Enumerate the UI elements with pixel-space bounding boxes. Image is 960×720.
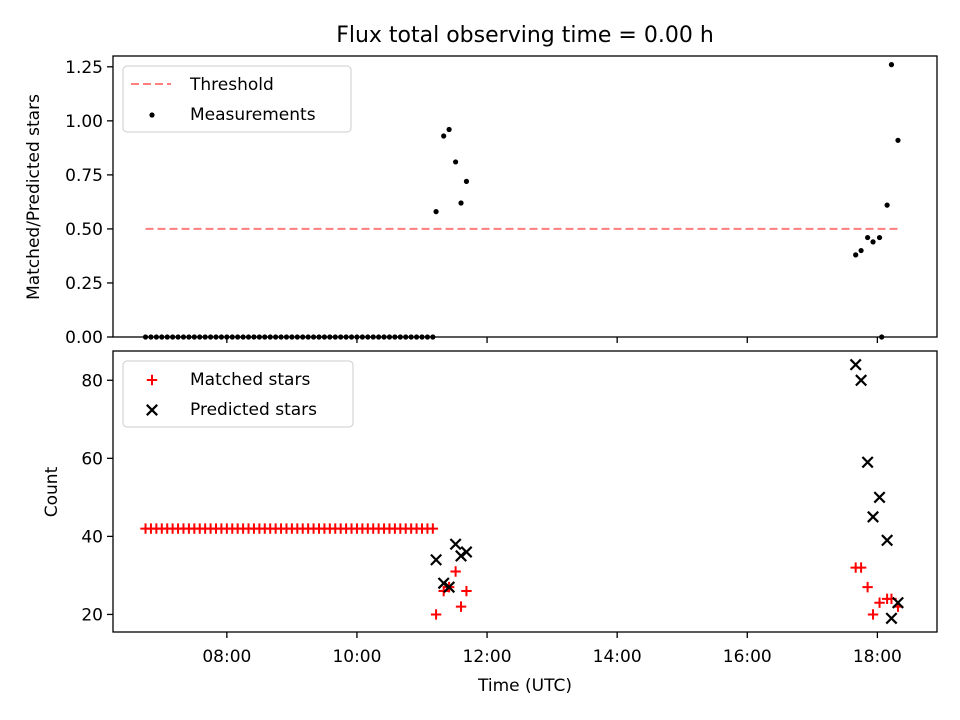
legend-measurement-swatch xyxy=(149,112,155,118)
predicted-star-marker xyxy=(885,612,898,625)
measurement-point xyxy=(876,234,883,241)
predicted-star-marker xyxy=(855,374,868,387)
matched-star-marker xyxy=(427,523,439,534)
predicted-star-marker xyxy=(460,546,473,558)
top-y-tick-label: 0.50 xyxy=(65,220,103,240)
measurement-point xyxy=(463,178,470,184)
measurement-point xyxy=(870,239,876,245)
measurement-point xyxy=(458,200,464,206)
measurement-point xyxy=(858,247,864,254)
predicted-star-marker xyxy=(430,553,443,566)
top-legend: Threshold Measurements xyxy=(122,65,352,133)
x-tick-label: 16:00 xyxy=(723,647,772,667)
matched-star-marker xyxy=(874,597,885,608)
top-plot-area: 0.00 0.25 0.50 0.75 1.00 1.25 xyxy=(65,55,938,348)
matched-star-marker xyxy=(455,601,467,612)
top-panel: Flux total observing time = 0.00 h 0.000… xyxy=(24,23,938,348)
top-y-tick-label: 1.25 xyxy=(65,58,103,78)
predicted-star-marker xyxy=(867,510,880,523)
top-y-tick-label: 0.00 xyxy=(65,328,103,348)
top-chart-title: Flux total observing time = 0.00 h xyxy=(336,23,714,48)
measurement-point xyxy=(895,137,901,143)
legend-measurement-label: Measurements xyxy=(190,105,316,125)
measurement-point xyxy=(865,234,871,241)
bottom-y-tick-label: 60 xyxy=(81,449,103,469)
top-y-tick-label: 0.25 xyxy=(65,274,103,294)
measurement-point xyxy=(453,159,459,165)
top-axes-frame xyxy=(112,55,938,338)
x-tick-label: 18:00 xyxy=(853,647,902,667)
predicted-star-marker xyxy=(873,491,886,504)
bottom-y-tick-label: 80 xyxy=(81,371,103,391)
matched-star-marker xyxy=(450,566,461,577)
measurement-point xyxy=(888,62,895,68)
bottom-legend-box xyxy=(122,360,354,428)
legend-predicted-label: Predicted stars xyxy=(190,400,317,420)
predicted-star-marker xyxy=(849,358,862,371)
bottom-y-tick-label: 20 xyxy=(81,605,103,625)
bottom-y-axis-label: Count xyxy=(42,466,62,517)
legend-matched-swatch xyxy=(146,374,158,386)
measurement-point xyxy=(441,133,447,139)
bottom-legend: Matched stars Predicted stars xyxy=(122,360,354,428)
matched-star-marker xyxy=(461,585,472,597)
matched-star-marker xyxy=(867,609,879,620)
predicted-star-marker xyxy=(881,534,894,547)
matched-star-marker xyxy=(855,562,867,573)
top-y-tick-label: 0.75 xyxy=(65,166,103,186)
predicted-star-marker xyxy=(861,456,874,469)
measurement-point xyxy=(884,202,890,208)
measurement-point xyxy=(446,126,452,133)
x-tick-label: 14:00 xyxy=(593,647,642,667)
predicted-star-marker xyxy=(449,538,462,551)
measurement-point xyxy=(433,209,439,215)
legend-matched-label: Matched stars xyxy=(190,370,310,390)
x-tick-label: 08:00 xyxy=(202,647,251,667)
top-y-axis-label: Matched/Predicted stars xyxy=(24,94,44,300)
predicted-star-marker xyxy=(891,596,904,609)
legend-predicted-swatch xyxy=(146,404,158,416)
predicted-star-marker xyxy=(443,581,456,594)
bottom-plot-area: 20 40 60 80 08:00 10:00 12:00 14:00 16:00 18:00 xyxy=(81,350,938,667)
top-legend-box xyxy=(122,65,352,133)
measurement-point xyxy=(853,252,859,258)
bottom-axes-frame xyxy=(112,350,938,633)
matched-star-marker xyxy=(430,609,442,620)
x-tick-label: 12:00 xyxy=(463,647,512,667)
x-tick-label: 10:00 xyxy=(332,647,381,667)
matched-star-marker xyxy=(862,581,873,593)
legend-threshold-label: Threshold xyxy=(189,75,274,95)
bottom-y-tick-label: 40 xyxy=(81,527,103,547)
x-axis-label: Time (UTC) xyxy=(477,676,572,696)
bottom-panel: 20 40 60 80 08:00 10:00 12:00 14:00 16:00 18:00 C… xyxy=(42,350,938,696)
top-y-tick-label: 1.00 xyxy=(65,112,103,132)
